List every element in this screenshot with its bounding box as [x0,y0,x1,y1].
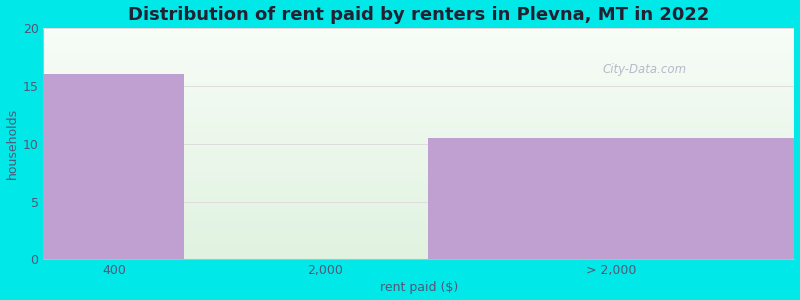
Bar [43,74,184,260]
Bar [428,138,794,260]
X-axis label: rent paid ($): rent paid ($) [380,281,458,294]
Text: City-Data.com: City-Data.com [602,63,686,76]
Y-axis label: households: households [6,108,18,179]
Title: Distribution of rent paid by renters in Plevna, MT in 2022: Distribution of rent paid by renters in … [128,6,710,24]
